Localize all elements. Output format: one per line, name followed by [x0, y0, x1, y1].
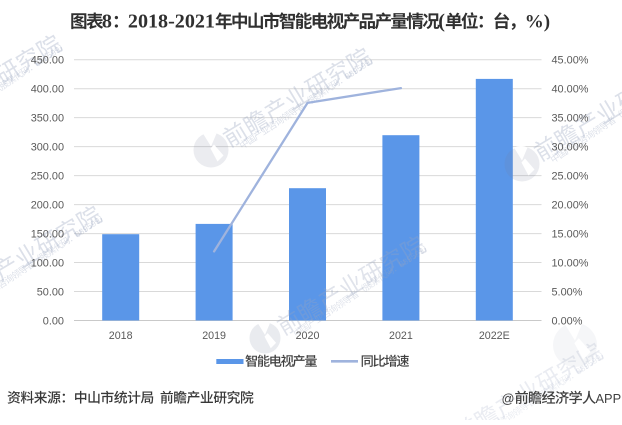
svg-text:20.00%: 20.00%	[552, 200, 589, 212]
svg-text:40.00%: 40.00%	[552, 84, 589, 96]
svg-text:30.00%: 30.00%	[552, 142, 589, 154]
svg-text:250.00: 250.00	[31, 171, 64, 183]
svg-text:2022E: 2022E	[479, 330, 510, 342]
svg-text:45.00%: 45.00%	[552, 55, 589, 67]
svg-text:400.00: 400.00	[31, 84, 64, 96]
svg-text:839599: 839599	[73, 215, 102, 239]
svg-text:100.00: 100.00	[31, 257, 64, 269]
svg-text:15.00%: 15.00%	[552, 229, 589, 241]
svg-text:350.00: 350.00	[31, 113, 64, 125]
svg-text:839599: 839599	[343, 57, 372, 81]
svg-text:35.00%: 35.00%	[552, 113, 589, 125]
svg-text:2021: 2021	[389, 330, 413, 342]
svg-text:APP: APP	[596, 391, 622, 406]
svg-text:@: @	[502, 391, 515, 406]
svg-text:10.00%: 10.00%	[552, 257, 589, 269]
svg-text:(: (	[438, 11, 445, 33]
svg-text:2020: 2020	[296, 330, 320, 342]
svg-text:2018-2021: 2018-2021	[128, 11, 215, 33]
svg-text:2019: 2019	[202, 330, 226, 342]
svg-text:300.00: 300.00	[31, 142, 64, 154]
svg-text:2018: 2018	[109, 330, 133, 342]
svg-text:200.00: 200.00	[31, 200, 64, 212]
svg-text:25.00%: 25.00%	[552, 171, 589, 183]
svg-text:%): %)	[525, 12, 550, 33]
svg-text:50.00: 50.00	[37, 286, 64, 298]
svg-text:450.00: 450.00	[31, 55, 64, 67]
svg-text:150.00: 150.00	[31, 229, 64, 241]
svg-text:0.00%: 0.00%	[552, 315, 583, 327]
svg-text:5.00%: 5.00%	[552, 286, 583, 298]
svg-text:8: 8	[102, 11, 112, 33]
svg-text:0.00: 0.00	[43, 315, 64, 327]
